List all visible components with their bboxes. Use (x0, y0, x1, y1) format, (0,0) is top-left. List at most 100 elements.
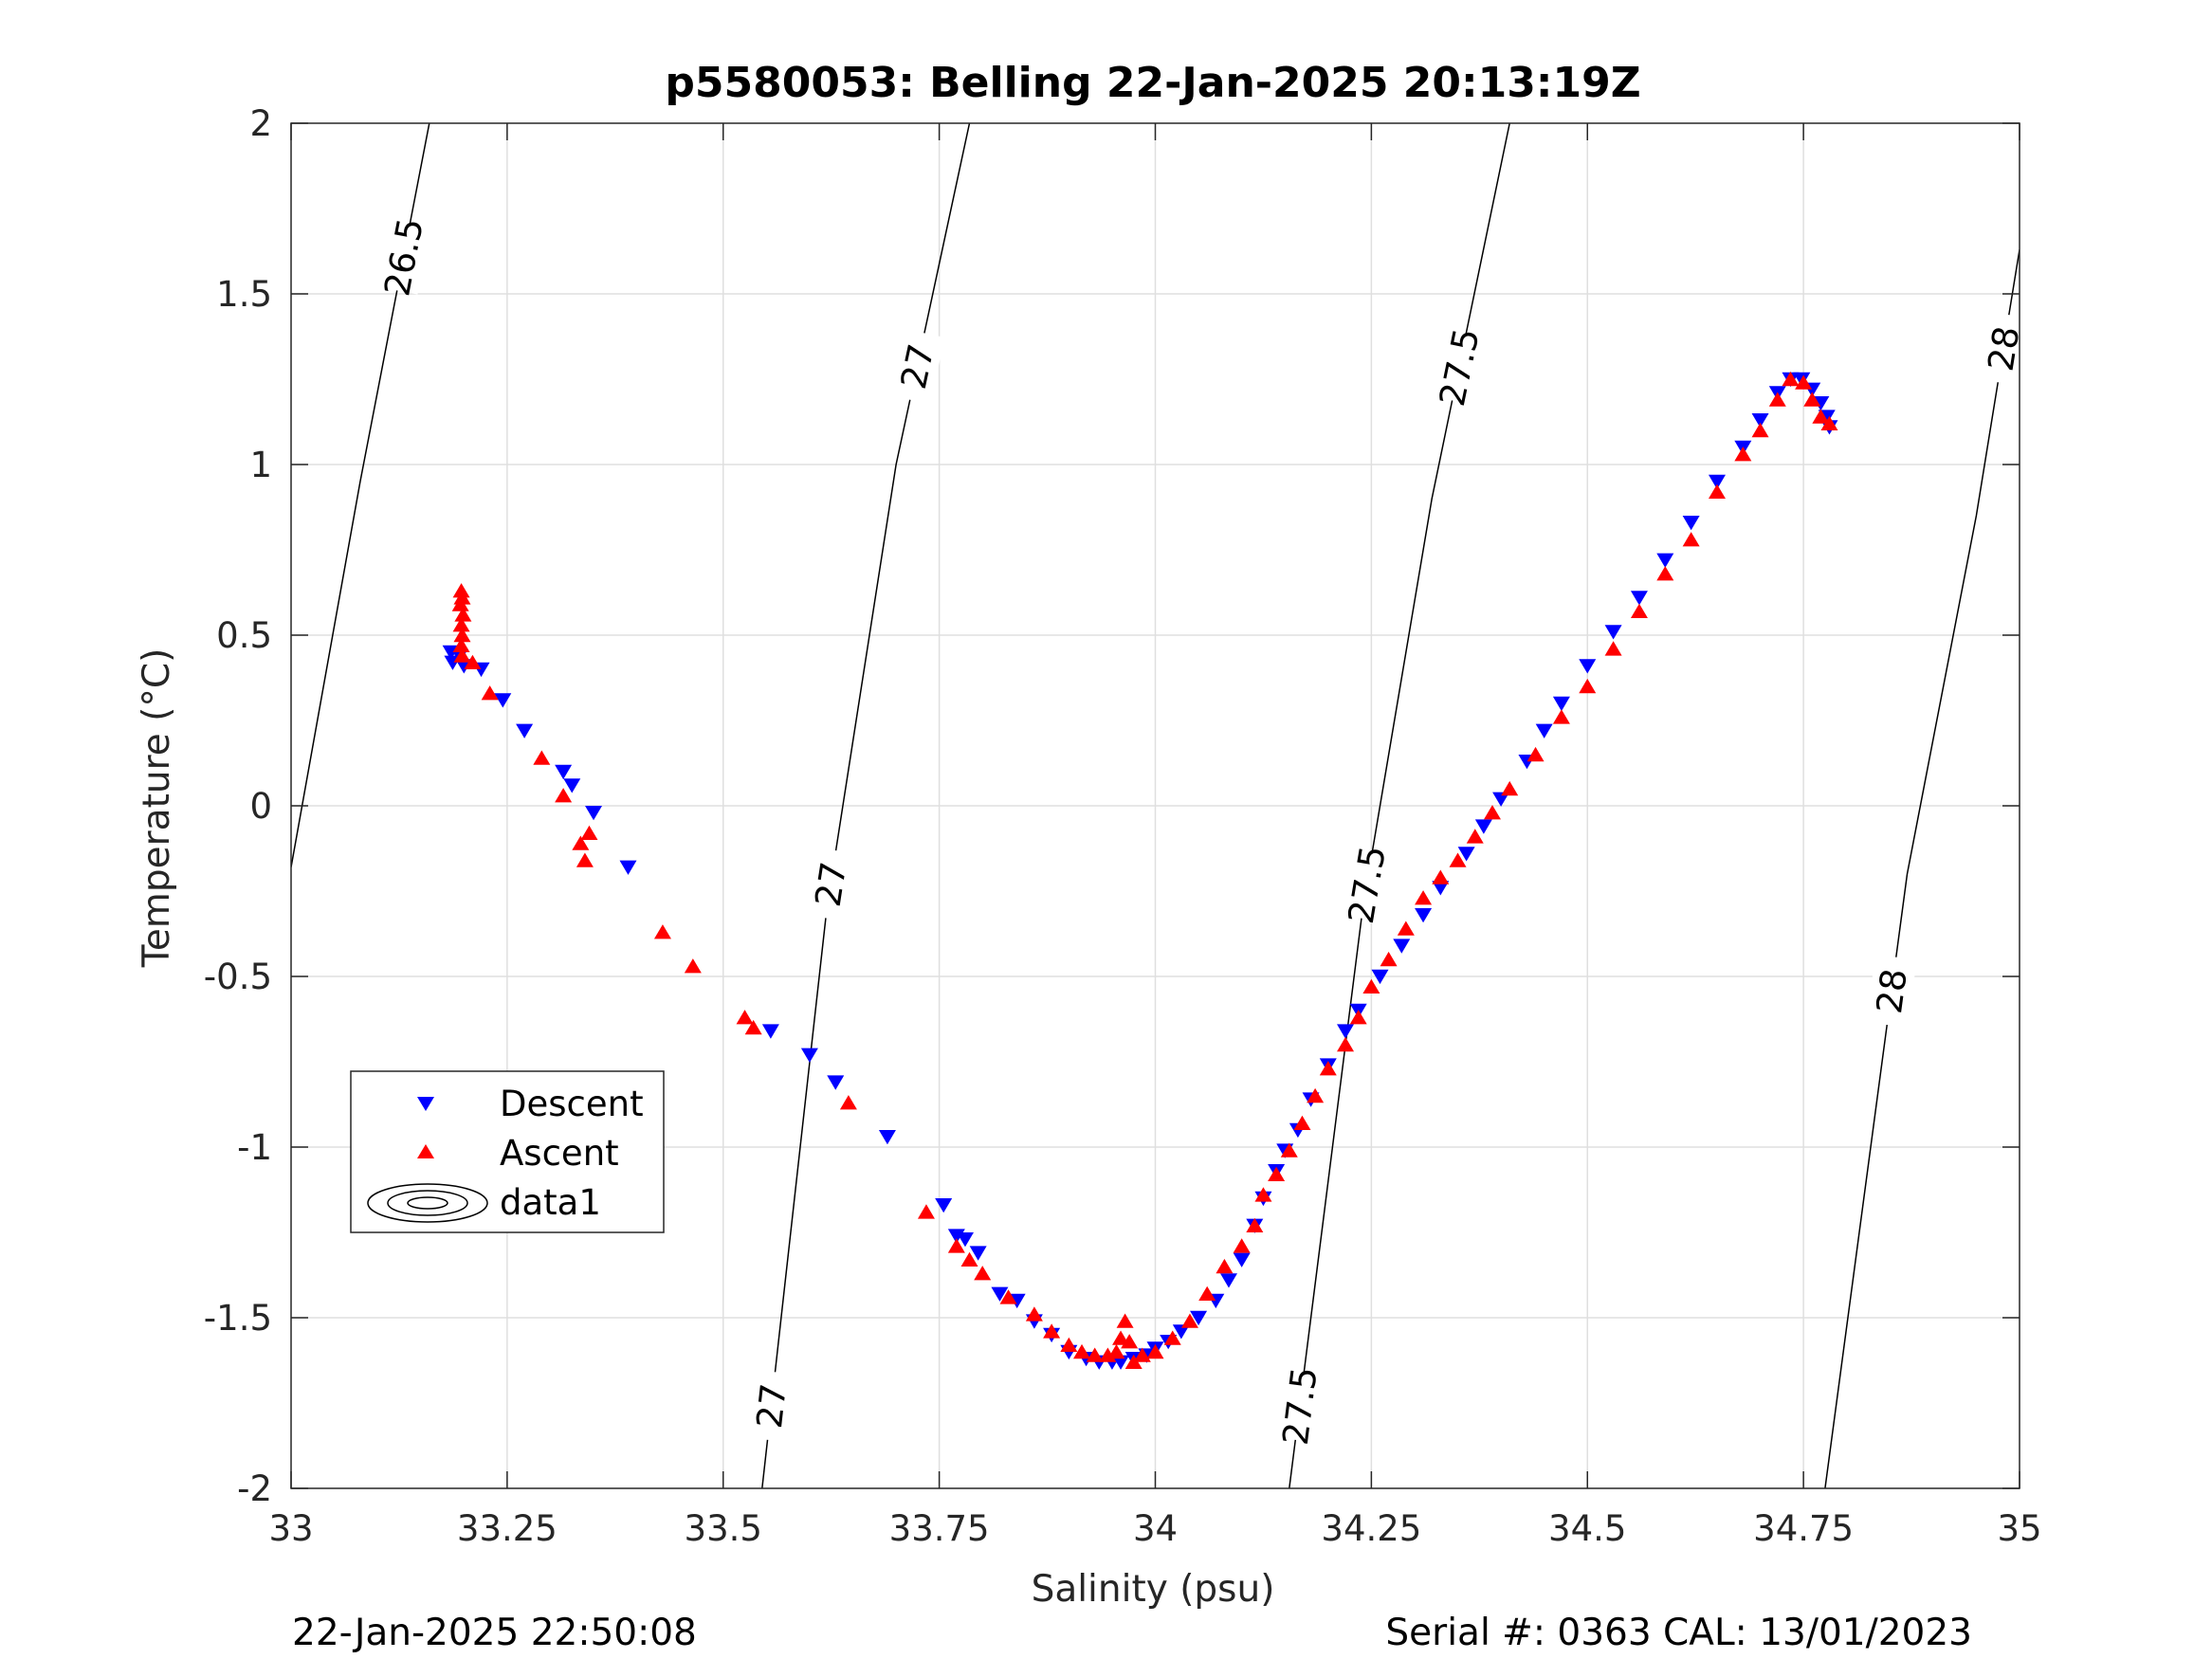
ascent-point (453, 627, 471, 643)
ascent-point (1812, 409, 1830, 424)
legend-ascent-label: Ascent (500, 1133, 619, 1174)
ascent-point (1656, 566, 1674, 581)
descent-point (1112, 1355, 1130, 1370)
x-tick-label: 33.25 (457, 1508, 558, 1549)
contour-label: 27 (749, 1381, 795, 1431)
contour-label-bg (1432, 329, 1487, 405)
ascent-point (1116, 1313, 1134, 1328)
descent-point (1337, 1024, 1355, 1039)
ascent-point (653, 924, 671, 939)
descent-point (800, 1048, 818, 1063)
contour-label-bg (1274, 1369, 1325, 1443)
descent-point (991, 1286, 1009, 1302)
ascent-point (453, 590, 471, 605)
y-tick-label: -1.5 (204, 1298, 272, 1339)
legend-ascent-marker (417, 1144, 434, 1158)
ascent-point (1803, 392, 1821, 407)
x-axis-label: Salinity (psu) (1032, 1568, 1275, 1611)
descent-point (619, 860, 637, 875)
ascent-point (1280, 1142, 1298, 1158)
ascent-point (533, 750, 551, 765)
descent-point (1552, 696, 1570, 712)
y-tick-label: 0 (249, 786, 272, 827)
ascent-point (1060, 1337, 1078, 1352)
ascent-point (1604, 641, 1622, 656)
ascent-point (1795, 374, 1813, 390)
series-ascent (451, 371, 1838, 1369)
ascent-point (453, 647, 471, 663)
ascent-point (1734, 447, 1752, 462)
ascent-point (1432, 869, 1450, 884)
contour-label: 28 (1869, 966, 1915, 1015)
ascent-point (572, 835, 590, 850)
descent-point (1219, 1273, 1237, 1288)
descent-point (1393, 939, 1411, 954)
legend-descent-label: Descent (500, 1084, 644, 1124)
y-tick-label: -1 (237, 1127, 272, 1168)
descent-point (1579, 659, 1597, 674)
ascent-point (1198, 1285, 1216, 1301)
descent-point (516, 723, 534, 738)
descent-point (761, 1024, 779, 1039)
contour-label-bg (889, 328, 945, 405)
ascent-point (1820, 415, 1838, 430)
axis-ticks: 33 33.25 33.5 33.75 34 34.25 34.5 34.75 35 -2 -1.5… (204, 103, 2042, 1549)
ascent-point (1708, 483, 1726, 499)
contour-label-bg (1340, 847, 1394, 922)
ascent-point (1579, 678, 1597, 694)
y-tick-label: 1.5 (216, 274, 272, 315)
ascent-point (1501, 780, 1519, 796)
ascent-point (1483, 805, 1501, 820)
ascent-point (1552, 709, 1570, 724)
ascent-point (1415, 890, 1433, 905)
x-tick-label: 33.75 (889, 1508, 990, 1549)
isopycnal-27.5 (1289, 123, 1510, 1488)
ascent-point (464, 654, 482, 669)
ascent-point (1319, 1061, 1337, 1076)
ascent-point (1246, 1217, 1264, 1232)
contour-label-bg (376, 219, 431, 295)
ascent-point (744, 1019, 762, 1035)
descent-point (1604, 625, 1622, 640)
descent-point (1415, 908, 1433, 923)
ascent-point (1293, 1115, 1311, 1130)
ascent-point (1466, 829, 1484, 844)
descent-point (585, 806, 603, 821)
ascent-point (974, 1266, 992, 1281)
descent-point (1371, 969, 1389, 985)
descent-point (494, 693, 512, 708)
legend-box (350, 1070, 665, 1233)
ascent-point (1449, 852, 1467, 867)
ascent-point (555, 788, 573, 803)
isopycnal-28 (1824, 249, 2020, 1488)
y-tick-label: 0.5 (216, 615, 272, 656)
descent-point (555, 764, 573, 780)
ascent-point (1180, 1313, 1198, 1328)
descent-point (1708, 474, 1726, 490)
ascent-point (684, 958, 702, 974)
descent-point (1172, 1324, 1190, 1340)
ascent-point (1380, 951, 1398, 967)
ascent-point (736, 1010, 754, 1025)
descent-point (1457, 847, 1475, 862)
y-tick-label: 2 (249, 103, 272, 144)
y-tick-label: -2 (237, 1468, 272, 1509)
isopycnal-27 (761, 123, 971, 1488)
ascent-point (454, 607, 472, 622)
legend: Descent Ascent data1 (350, 1070, 665, 1233)
contour-label-bg (804, 847, 857, 921)
descent-point (1682, 516, 1700, 531)
ascent-point (1025, 1306, 1043, 1322)
descent-point (1751, 413, 1769, 428)
descent-point (1432, 881, 1450, 896)
contour-label-bg (1866, 954, 1917, 1028)
grid-lines (291, 123, 2020, 1488)
ascent-point (1682, 532, 1700, 547)
footer-timestamp: 22-Jan-2025 22:50:08 (292, 1612, 697, 1654)
legend-descent-marker (417, 1097, 434, 1111)
ascent-point (1630, 603, 1648, 618)
ascent-point (947, 1238, 965, 1253)
ascent-point (1254, 1187, 1272, 1202)
